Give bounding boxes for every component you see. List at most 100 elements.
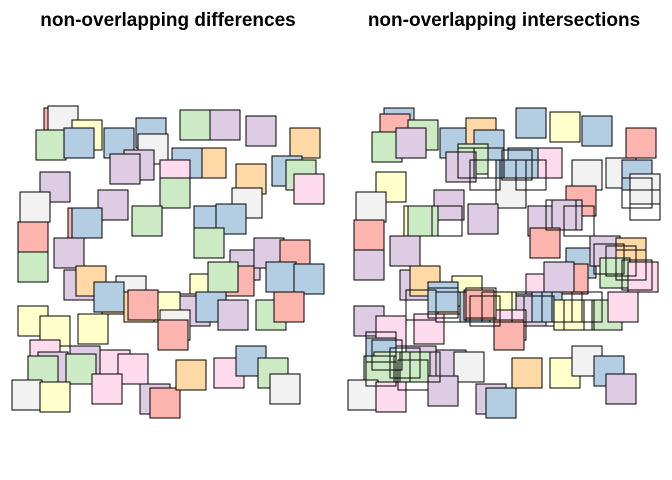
intersection-intersection-outline — [621, 177, 653, 209]
intersection-intersection-outline — [465, 287, 497, 319]
intersection-square — [347, 379, 379, 411]
intersection-square — [355, 191, 387, 223]
intersection-intersection-outline — [457, 147, 489, 179]
intersection-square — [433, 189, 465, 221]
intersection-intersection-outline — [545, 199, 577, 231]
intersection-intersection-outline — [469, 159, 501, 191]
intersection-square — [467, 203, 499, 235]
difference-square — [65, 353, 97, 385]
intersection-intersection-outline — [397, 359, 429, 391]
difference-square — [157, 319, 189, 351]
intersection-intersection-outline — [371, 339, 403, 371]
difference-square — [97, 189, 129, 221]
intersection-square — [389, 235, 421, 267]
intersection-square — [407, 205, 439, 237]
intersection-intersection-outline — [605, 245, 637, 277]
difference-square — [207, 261, 239, 293]
intersection-square — [515, 107, 547, 139]
intersection-square — [549, 111, 581, 143]
difference-square — [179, 109, 211, 141]
difference-square — [35, 129, 67, 161]
intersection-intersection-outline — [523, 295, 555, 327]
difference-square — [17, 221, 49, 253]
intersection-square — [495, 177, 527, 209]
intersection-intersection-outline — [427, 287, 459, 319]
difference-square — [245, 115, 277, 147]
difference-square — [63, 127, 95, 159]
left-panel-title: non-overlapping differences — [40, 10, 296, 31]
intersection-intersection-outline — [571, 291, 603, 323]
difference-square — [149, 387, 181, 419]
intersection-intersection-outline — [409, 351, 441, 383]
difference-square — [159, 177, 191, 209]
intersection-intersection-outline — [501, 149, 533, 181]
difference-square — [39, 381, 71, 413]
intersection-square — [463, 289, 495, 321]
intersection-intersection-outline — [593, 243, 625, 275]
difference-square — [19, 191, 51, 223]
intersection-intersection-outline — [365, 355, 397, 387]
difference-square — [175, 359, 207, 391]
left-panel-squares — [11, 105, 325, 419]
intersection-square — [543, 261, 575, 293]
intersection-square — [553, 299, 585, 331]
intersection-square — [511, 357, 543, 389]
difference-square — [293, 173, 325, 205]
intersection-intersection-outline — [621, 259, 653, 291]
intersection-square — [353, 219, 385, 251]
intersection-square — [427, 375, 459, 407]
right-panel-title: non-overlapping intersections — [367, 10, 641, 31]
difference-square — [209, 109, 241, 141]
intersection-square — [629, 173, 661, 205]
difference-square — [217, 299, 249, 331]
difference-square — [269, 373, 301, 405]
intersection-square — [599, 257, 631, 289]
intersection-intersection-outline — [431, 205, 463, 237]
intersection-square — [605, 373, 637, 405]
difference-square — [289, 127, 321, 159]
difference-square — [131, 205, 163, 237]
difference-square — [273, 291, 305, 323]
intersection-square — [625, 127, 657, 159]
intersection-square — [581, 115, 613, 147]
intersection-intersection-outline — [473, 147, 505, 179]
difference-square — [265, 261, 297, 293]
intersection-square — [375, 381, 407, 413]
intersection-square — [445, 151, 477, 183]
intersection-square — [427, 281, 459, 313]
intersection-square — [627, 261, 659, 293]
intersection-square — [551, 199, 583, 231]
difference-square — [71, 207, 103, 239]
intersection-intersection-outline — [511, 291, 543, 323]
intersection-square — [453, 351, 485, 383]
difference-square — [91, 373, 123, 405]
difference-square — [293, 263, 325, 295]
intersection-square — [399, 351, 431, 383]
intersection-intersection-outline — [365, 331, 397, 363]
intersection-square — [493, 319, 525, 351]
difference-square — [77, 313, 109, 345]
intersection-square — [529, 227, 561, 259]
difference-square — [53, 237, 85, 269]
difference-square — [127, 289, 159, 321]
difference-square — [11, 379, 43, 411]
difference-square — [93, 281, 125, 313]
intersection-square — [353, 249, 385, 281]
intersection-square — [485, 387, 517, 419]
difference-square — [17, 251, 49, 283]
right-panel-squares — [347, 107, 661, 419]
intersection-square — [607, 291, 639, 323]
difference-square — [193, 227, 225, 259]
intersection-square — [413, 313, 445, 345]
intersection-intersection-outline — [563, 299, 595, 331]
intersection-intersection-outline — [629, 189, 661, 221]
intersection-intersection-outline — [551, 291, 583, 323]
intersection-intersection-outline — [389, 347, 421, 379]
difference-square — [117, 353, 149, 385]
difference-square — [109, 153, 141, 185]
intersection-intersection-outline — [469, 295, 501, 327]
intersection-square — [395, 127, 427, 159]
intersection-intersection-outline — [515, 159, 547, 191]
intersection-intersection-outline — [615, 249, 647, 281]
